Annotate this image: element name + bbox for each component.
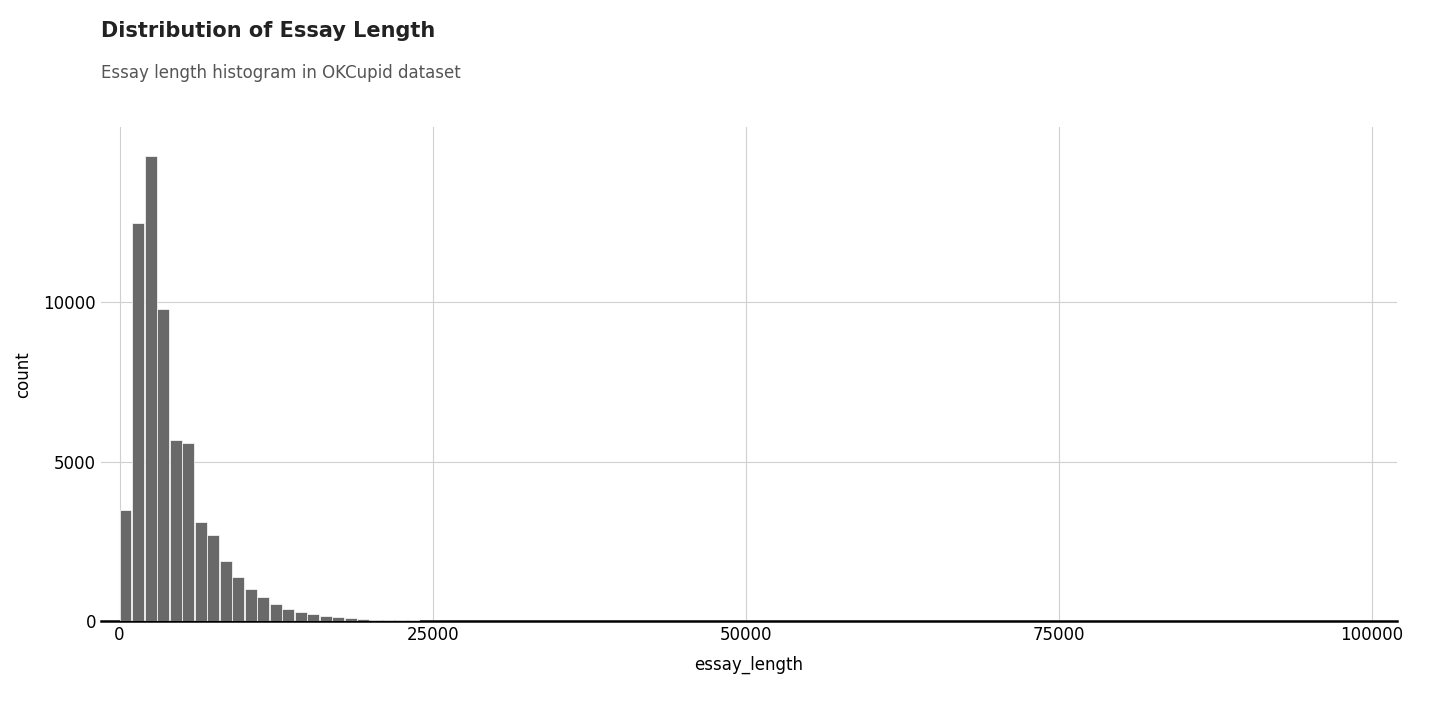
Bar — [357, 619, 370, 621]
Bar — [282, 609, 294, 621]
X-axis label: essay_length: essay_length — [694, 655, 804, 674]
Bar — [370, 620, 382, 621]
Bar — [245, 590, 256, 621]
Bar — [220, 561, 232, 621]
Bar — [320, 616, 331, 621]
Bar — [132, 222, 144, 621]
Bar — [269, 604, 282, 621]
Bar — [295, 611, 307, 621]
Bar — [170, 440, 181, 621]
Bar — [157, 309, 168, 621]
Bar — [207, 535, 219, 621]
Bar — [383, 620, 395, 621]
Bar — [395, 620, 408, 621]
Bar — [183, 443, 194, 621]
Bar — [120, 510, 131, 621]
Bar — [333, 618, 344, 621]
Bar — [144, 156, 157, 621]
Text: Distribution of Essay Length: Distribution of Essay Length — [101, 21, 435, 41]
Bar — [346, 618, 357, 621]
Bar — [258, 597, 269, 621]
Text: Essay length histogram in OKCupid dataset: Essay length histogram in OKCupid datase… — [101, 64, 461, 81]
Y-axis label: count: count — [14, 351, 32, 397]
Bar — [232, 577, 245, 621]
Bar — [194, 522, 206, 621]
Bar — [307, 614, 320, 621]
